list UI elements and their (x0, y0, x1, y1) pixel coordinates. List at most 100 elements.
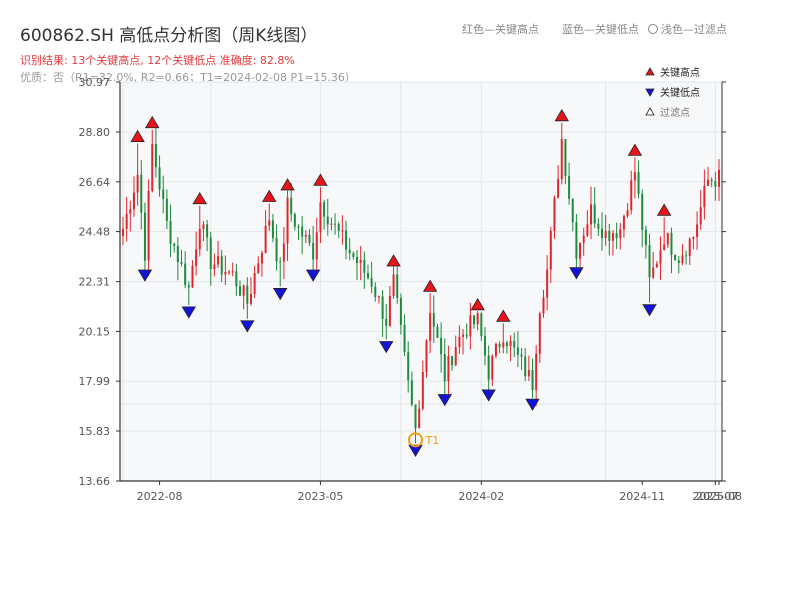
candle (399, 293, 402, 335)
candle-body (483, 336, 486, 356)
key-low-marker (642, 304, 657, 317)
candle-body (718, 169, 720, 187)
candle-body (648, 245, 651, 278)
candle-body (334, 223, 337, 225)
candle (403, 314, 406, 357)
candle-body (154, 143, 157, 168)
candle-body (239, 286, 242, 296)
candle (451, 355, 454, 371)
candle (341, 215, 344, 245)
candle-body (688, 238, 691, 256)
y-axis: 13.66 15.83 17.99 20.15 22.31 24.48 26.64 28.80… (79, 76, 726, 488)
candle-body (465, 334, 468, 337)
candle-body (546, 269, 549, 298)
candle-body (644, 229, 647, 246)
candle (443, 338, 446, 396)
candle (615, 222, 618, 249)
candle (220, 249, 223, 283)
circle-outline-icon (648, 24, 658, 34)
candle (260, 250, 263, 277)
candle (568, 162, 571, 205)
candle (308, 229, 311, 246)
candle-body (703, 185, 706, 208)
candle (626, 203, 629, 218)
candle (315, 217, 318, 273)
candle (297, 224, 300, 241)
candle (425, 339, 428, 378)
candle-body (275, 238, 278, 262)
candle-body (403, 324, 406, 353)
candle-body (392, 274, 395, 296)
legend-marker (645, 88, 655, 97)
candle-body (162, 189, 165, 199)
candle (714, 171, 717, 201)
x-tick-label: 2024-02 (458, 490, 504, 503)
candle (392, 265, 395, 299)
candle (593, 187, 596, 228)
candle (122, 216, 124, 246)
candle-body (462, 334, 465, 337)
candle (143, 202, 146, 279)
candle (421, 360, 424, 411)
candle-body (633, 172, 636, 181)
candle-body (158, 167, 161, 190)
candle-body (502, 342, 505, 348)
candle-body (388, 295, 391, 326)
candle (282, 227, 285, 279)
key-high-marker (496, 309, 511, 322)
candle (158, 155, 161, 197)
candle-body (491, 355, 494, 380)
candle (516, 331, 519, 367)
candle-body (564, 139, 567, 176)
x-tick-label: 2024-11 (619, 490, 665, 503)
candle-body (579, 242, 582, 259)
candle (644, 225, 647, 259)
candle-body (451, 356, 454, 366)
candle-body (487, 355, 490, 380)
candle-body (622, 216, 625, 230)
candle-body (714, 181, 717, 187)
candle (476, 311, 479, 331)
candle (228, 270, 231, 276)
candle-body (410, 380, 413, 405)
legend-label: 关键低点 (660, 86, 700, 99)
candle (707, 166, 710, 187)
candle (505, 340, 508, 354)
x-tick-label: 2023-05 (297, 490, 343, 503)
candle-body (129, 209, 132, 214)
candle (370, 261, 373, 294)
candle-body (206, 224, 209, 238)
candle-body (549, 230, 552, 270)
candle (681, 244, 684, 266)
candle (637, 160, 640, 199)
candle-body (308, 234, 311, 243)
candle (246, 277, 249, 319)
candle (622, 214, 625, 238)
candle-body (381, 296, 384, 319)
candle-body (498, 343, 501, 348)
candle-body (513, 340, 516, 348)
candle-body (352, 253, 355, 257)
candle (473, 315, 476, 329)
candle-body (282, 243, 285, 262)
candle-body (524, 356, 527, 377)
candle-body (217, 256, 220, 265)
candle (688, 237, 691, 266)
candle-body (359, 259, 362, 264)
candle (348, 238, 351, 261)
y-tick-label: 17.99 (79, 375, 111, 388)
candle-body (707, 179, 710, 186)
candle-body (143, 212, 146, 261)
candle-body (235, 271, 238, 287)
candle (429, 293, 432, 354)
candle (710, 177, 713, 188)
candle (154, 126, 157, 178)
candle-body (626, 210, 629, 217)
candle (224, 255, 227, 285)
candle (136, 143, 139, 206)
candle-body (538, 313, 541, 354)
candle-body (224, 271, 227, 275)
candle (527, 355, 530, 381)
candle (600, 212, 603, 251)
candle-body (202, 224, 205, 229)
